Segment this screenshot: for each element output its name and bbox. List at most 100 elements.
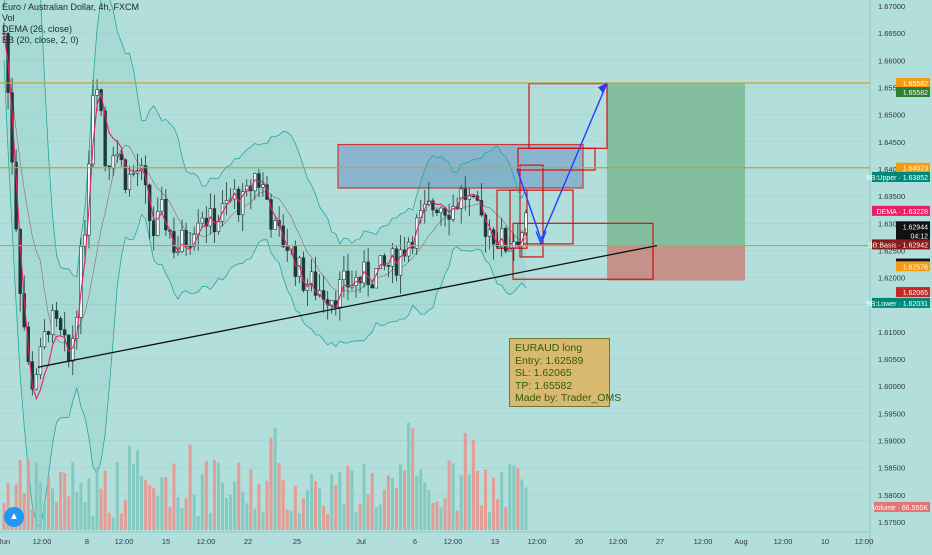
symbol-title[interactable]: Euro / Australian Dollar, 4h, FXCM: [2, 2, 140, 12]
volume-bar: [382, 489, 386, 530]
indicator-vol[interactable]: Vol: [2, 13, 15, 23]
indicator-dema[interactable]: DEMA (26, close): [2, 24, 73, 34]
candle-body: [467, 195, 472, 200]
candle-body: [261, 184, 265, 188]
candle-body: [463, 188, 467, 200]
y-tick-label: 1.66000: [878, 56, 905, 65]
y-tick-label: 1.63500: [878, 192, 905, 201]
candle-body: [439, 207, 443, 214]
volume-bar: [148, 484, 152, 530]
x-tick-label: 12:00: [609, 537, 628, 546]
volume-bar: [330, 474, 334, 530]
candle-body: [487, 229, 492, 237]
note-line: Made by: Trader_OMS: [515, 392, 622, 405]
volume-bar: [212, 460, 216, 530]
candle-body: [216, 220, 221, 232]
volume-bar: [285, 509, 289, 530]
volume-bar: [338, 472, 342, 530]
volume-bar: [184, 498, 188, 530]
candle-body: [111, 155, 115, 169]
volume-bar: [144, 479, 148, 530]
candle-body: [123, 159, 128, 190]
volume-bar: [504, 507, 508, 530]
y-tick-label: 1.58000: [878, 491, 905, 500]
candle-body: [313, 271, 318, 296]
volume-bar: [51, 488, 55, 530]
x-tick-label: Jul: [356, 537, 366, 546]
price-label-text: 1.62576: [903, 264, 928, 271]
candle-body: [269, 199, 273, 230]
candle-body: [75, 317, 79, 339]
volume-bar: [6, 482, 10, 530]
volume-bar: [374, 507, 378, 530]
x-tick-label: 12:00: [774, 537, 793, 546]
x-tick-label: 25: [293, 537, 301, 546]
volume-bar: [160, 477, 164, 530]
volume-bar: [103, 470, 107, 530]
volume-bar: [305, 490, 309, 530]
volume-bar: [196, 516, 200, 530]
price-label-text: 1.64023: [903, 166, 928, 173]
candle-body: [127, 173, 132, 190]
candle-body: [212, 208, 217, 232]
volume-bar: [225, 497, 229, 530]
price-label: 1.64023: [896, 162, 930, 173]
candle-body: [131, 172, 136, 175]
candle-body: [479, 200, 484, 216]
price-label: 1.62576: [896, 261, 930, 272]
volume-bar: [322, 505, 326, 530]
volume-bar: [30, 508, 34, 530]
volume-bar: [216, 462, 220, 530]
candle-body: [115, 153, 119, 157]
candle-body: [499, 228, 504, 248]
volume-bar: [253, 508, 257, 530]
candle-body: [483, 214, 488, 237]
volume-bar: [318, 488, 322, 530]
arrow-head-icon: [535, 231, 547, 246]
volume-bar: [257, 483, 261, 530]
candle-body: [346, 270, 350, 288]
price-label-text: 1.62065: [903, 290, 928, 297]
volume-bar: [314, 481, 318, 530]
x-tick-label: 10: [821, 537, 829, 546]
candle-body: [257, 173, 261, 188]
volume-bar: [431, 502, 435, 530]
price-axis: 1.57500 1.58000 1.58500 1.59000 1.59500 1.600…: [869, 0, 905, 550]
price-label-bg: [896, 221, 930, 232]
candle-body: [471, 195, 476, 198]
y-tick-label: 1.63000: [878, 219, 905, 228]
volume-bar: [394, 487, 398, 530]
volume-bar: [265, 480, 269, 530]
candle-body: [358, 277, 362, 284]
candle-body: [103, 110, 107, 167]
volume-bar: [180, 508, 184, 530]
bb-upper-line: [3, 0, 527, 278]
volume-bar: [289, 510, 293, 530]
trade-note[interactable]: EURAUD long Entry: 1.62589 SL: 1.62065 T…: [509, 338, 622, 407]
tradingview-logo-icon[interactable]: ▲: [4, 507, 24, 527]
volume-bar: [390, 478, 394, 530]
volume-bar: [152, 487, 156, 530]
volume-bar: [447, 460, 451, 530]
trendline: [37, 244, 658, 368]
price-label-text: BB:Upper · 1.63852: [866, 175, 928, 182]
x-tick-label: 12:00: [197, 537, 216, 546]
volume-bar: [55, 502, 59, 530]
volume-bar: [95, 467, 99, 530]
y-tick-label: 1.61000: [878, 328, 905, 337]
x-tick-label: 22: [244, 537, 252, 546]
y-tick-label: 1.64500: [878, 138, 905, 147]
dema-line: [3, 33, 527, 401]
volume-bar: [277, 463, 281, 530]
x-tick-label: 15: [162, 537, 170, 546]
indicator-bb[interactable]: BB (20, close, 2, 0): [2, 35, 79, 45]
price-label-bg: [872, 239, 930, 250]
volume-bar: [47, 477, 51, 530]
volume-bar: [245, 503, 249, 530]
zone-box: [519, 164, 544, 258]
candle-body: [152, 220, 156, 236]
candle-body: [504, 228, 508, 252]
volume-bar: [415, 475, 419, 530]
